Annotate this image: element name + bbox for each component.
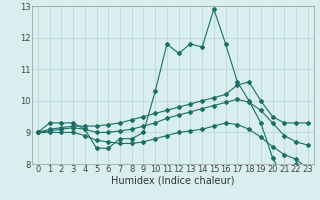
- X-axis label: Humidex (Indice chaleur): Humidex (Indice chaleur): [111, 176, 235, 186]
